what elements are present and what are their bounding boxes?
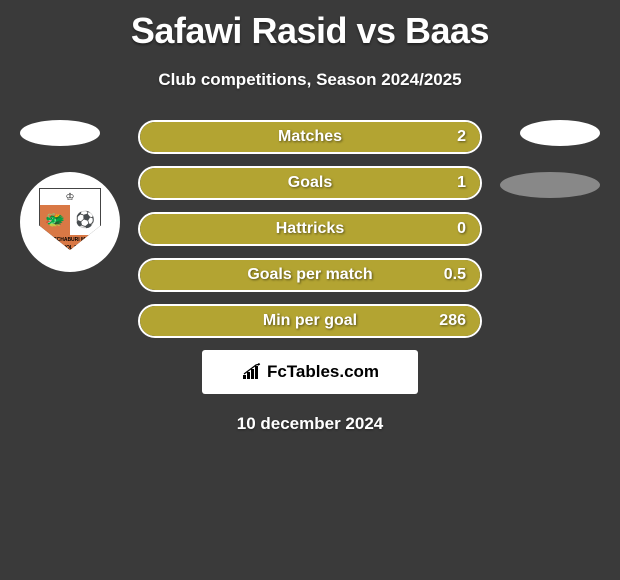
stat-value: 286 <box>439 312 466 330</box>
stat-label: Matches <box>140 128 480 146</box>
date-text: 10 december 2024 <box>0 414 620 434</box>
page-title: Safawi Rasid vs Baas <box>0 0 620 52</box>
stat-row-min-per-goal: Min per goal 286 <box>138 304 482 338</box>
stat-label: Min per goal <box>140 312 480 330</box>
stat-row-matches: Matches 2 <box>138 120 482 154</box>
page-subtitle: Club competitions, Season 2024/2025 <box>0 70 620 90</box>
stats-area: ♔ 🐲 ⚽ RATCHABURI MITR PHOL FC Matches 2 … <box>0 120 620 434</box>
left-club-badge: ♔ 🐲 ⚽ RATCHABURI MITR PHOL FC <box>20 172 120 272</box>
brand-text: FcTables.com <box>267 362 379 382</box>
shield-ribbon-text: RATCHABURI MITR PHOL FC <box>40 235 100 251</box>
ball-icon: ⚽ <box>70 205 100 235</box>
stat-label: Goals per match <box>140 266 480 284</box>
stat-value: 2 <box>457 128 466 146</box>
right-club-marker <box>500 172 600 198</box>
stat-label: Goals <box>140 174 480 192</box>
stat-value: 0.5 <box>444 266 466 284</box>
crown-icon: ♔ <box>66 192 75 203</box>
chart-icon <box>241 363 263 381</box>
club-shield: ♔ 🐲 ⚽ RATCHABURI MITR PHOL FC <box>39 188 101 256</box>
stat-value: 0 <box>457 220 466 238</box>
stat-label: Hattricks <box>140 220 480 238</box>
stat-row-goals-per-match: Goals per match 0.5 <box>138 258 482 292</box>
brand-box[interactable]: FcTables.com <box>202 350 418 394</box>
dragon-icon: 🐲 <box>40 205 70 235</box>
stat-rows: Matches 2 Goals 1 Hattricks 0 Goals per … <box>138 120 482 338</box>
stat-row-goals: Goals 1 <box>138 166 482 200</box>
stat-row-hattricks: Hattricks 0 <box>138 212 482 246</box>
left-player-marker <box>20 120 100 146</box>
right-player-marker <box>520 120 600 146</box>
stat-value: 1 <box>457 174 466 192</box>
